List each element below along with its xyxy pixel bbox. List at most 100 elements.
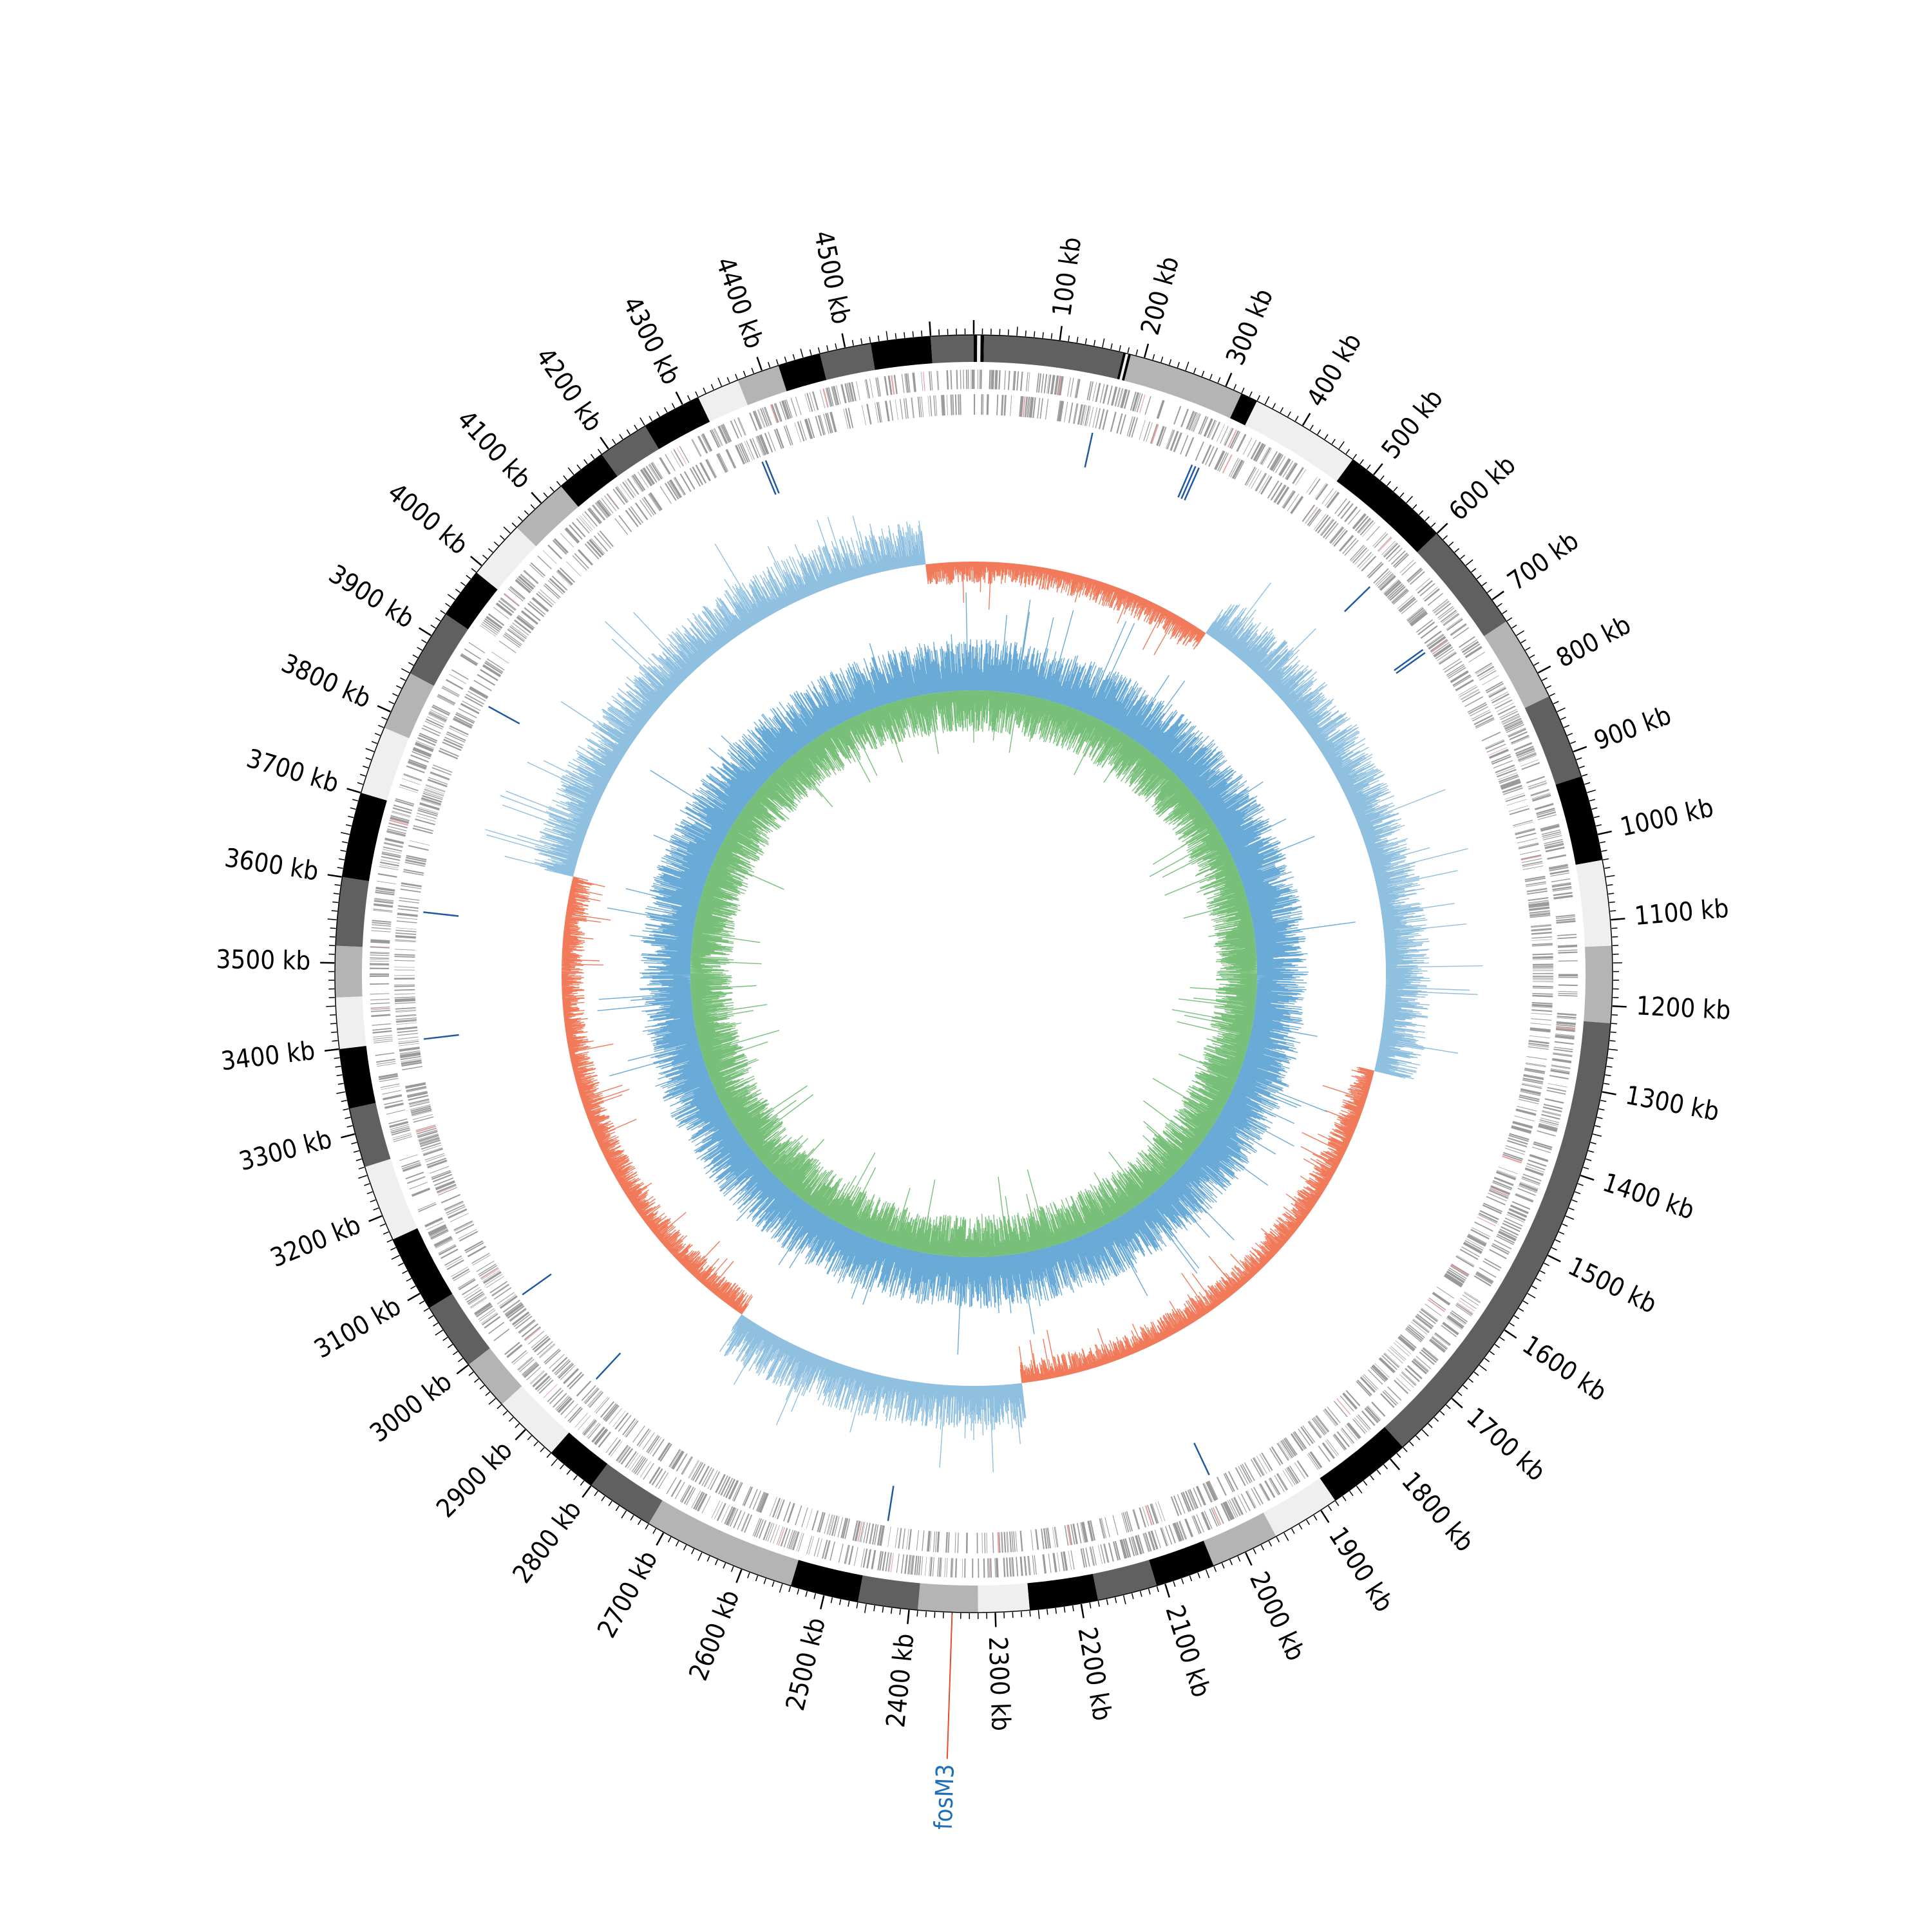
minor-tick (1294, 415, 1299, 422)
minor-tick (890, 1607, 893, 1614)
tick-label: 3800 kb (277, 649, 375, 714)
minor-tick (1587, 790, 1596, 793)
minor-tick (1606, 1065, 1613, 1068)
minor-tick (697, 1552, 703, 1561)
minor-tick (352, 799, 359, 802)
minor-tick (630, 1515, 634, 1520)
band-segment (342, 793, 387, 882)
feature-marker (423, 911, 459, 917)
minor-tick (327, 918, 337, 920)
minor-tick (576, 464, 582, 470)
minor-tick (1588, 1150, 1595, 1153)
minor-tick (768, 361, 771, 368)
major-tick (377, 705, 391, 713)
minor-tick (1602, 858, 1609, 860)
major-tick (1225, 372, 1233, 386)
tick-label: 4400 kb (710, 254, 769, 353)
feature-marker (761, 461, 777, 495)
minor-tick (1582, 773, 1588, 777)
band-segment (361, 728, 410, 800)
tick-label: 1500 kb (1563, 1251, 1661, 1320)
band-segment (392, 1228, 453, 1309)
tick-label: 4500 kb (808, 228, 857, 327)
minor-tick (1578, 765, 1585, 769)
minor-tick (1611, 1023, 1618, 1025)
major-tick (1373, 463, 1383, 475)
minor-tick (1370, 1475, 1374, 1481)
minor-tick (1335, 1501, 1340, 1506)
minor-tick (1102, 338, 1105, 348)
major-tick (820, 1595, 825, 1610)
minor-tick (1185, 361, 1189, 371)
minor-tick (440, 610, 446, 614)
band-segment (1555, 776, 1603, 865)
feature-marker (423, 1034, 459, 1040)
band-segment (977, 335, 981, 363)
major-tick (1602, 1091, 1616, 1095)
band-segment (560, 454, 618, 507)
minor-tick (1564, 724, 1570, 728)
band-segment (1119, 353, 1129, 381)
minor-tick (1608, 1048, 1618, 1051)
band-segment (365, 1159, 418, 1240)
tick-label: 200 kb (1135, 253, 1185, 338)
major-tick (929, 321, 932, 336)
minor-tick (1542, 677, 1548, 681)
feature-marker (522, 1273, 552, 1296)
minor-tick (726, 377, 730, 383)
tick-label: 3000 kb (365, 1367, 457, 1448)
major-tick (1504, 1329, 1517, 1339)
minor-tick (1565, 1215, 1575, 1220)
minor-tick (566, 1470, 571, 1475)
minor-tick (1012, 1612, 1014, 1618)
minor-tick (723, 1562, 726, 1569)
minor-tick (1575, 1191, 1581, 1195)
minor-tick (1131, 1593, 1134, 1600)
minor-tick (1595, 1125, 1601, 1128)
minor-tick (1471, 568, 1477, 573)
major-tick (346, 788, 361, 793)
minor-tick (1399, 492, 1405, 498)
minor-tick (895, 333, 897, 339)
minor-tick (1309, 424, 1314, 430)
minor-tick (1499, 1336, 1505, 1341)
band-segment (335, 996, 366, 1050)
minor-tick (792, 354, 795, 360)
minor-tick (433, 1322, 439, 1327)
minor-tick (365, 757, 372, 761)
minor-tick (1217, 377, 1221, 383)
tick-label: 2300 kb (983, 1636, 1016, 1732)
tick-label: 1800 kb (1396, 1466, 1479, 1557)
minor-tick (1454, 548, 1460, 553)
major-tick (1492, 591, 1504, 601)
major-tick (582, 1485, 592, 1498)
major-tick (1164, 1584, 1171, 1598)
minor-tick (1253, 1548, 1256, 1555)
minor-tick (663, 407, 668, 413)
minor-tick (485, 1391, 491, 1396)
major-tick (1389, 1458, 1401, 1470)
tick-label: 400 kb (1302, 328, 1368, 412)
minor-tick (345, 824, 352, 827)
minor-tick (1366, 464, 1371, 470)
minor-tick (1529, 654, 1535, 658)
minor-tick (1276, 1537, 1280, 1542)
minor-tick (751, 367, 754, 374)
minor-tick (334, 884, 341, 886)
minor-tick (488, 548, 493, 553)
minor-tick (358, 1175, 367, 1179)
minor-tick (1156, 1586, 1159, 1593)
band-segment (649, 1500, 799, 1586)
tick-label: 3500 kb (216, 945, 310, 976)
minor-tick (1439, 1410, 1445, 1416)
minor-tick (383, 1231, 389, 1235)
gc-skew-inner (690, 690, 1258, 1258)
gc-content-negative (485, 515, 1483, 1472)
minor-tick (683, 1544, 687, 1551)
minor-tick (1571, 1199, 1578, 1203)
major-tick (407, 1293, 421, 1302)
minor-tick (445, 603, 451, 607)
minor-tick (1205, 1569, 1210, 1578)
major-tick (324, 1048, 339, 1052)
